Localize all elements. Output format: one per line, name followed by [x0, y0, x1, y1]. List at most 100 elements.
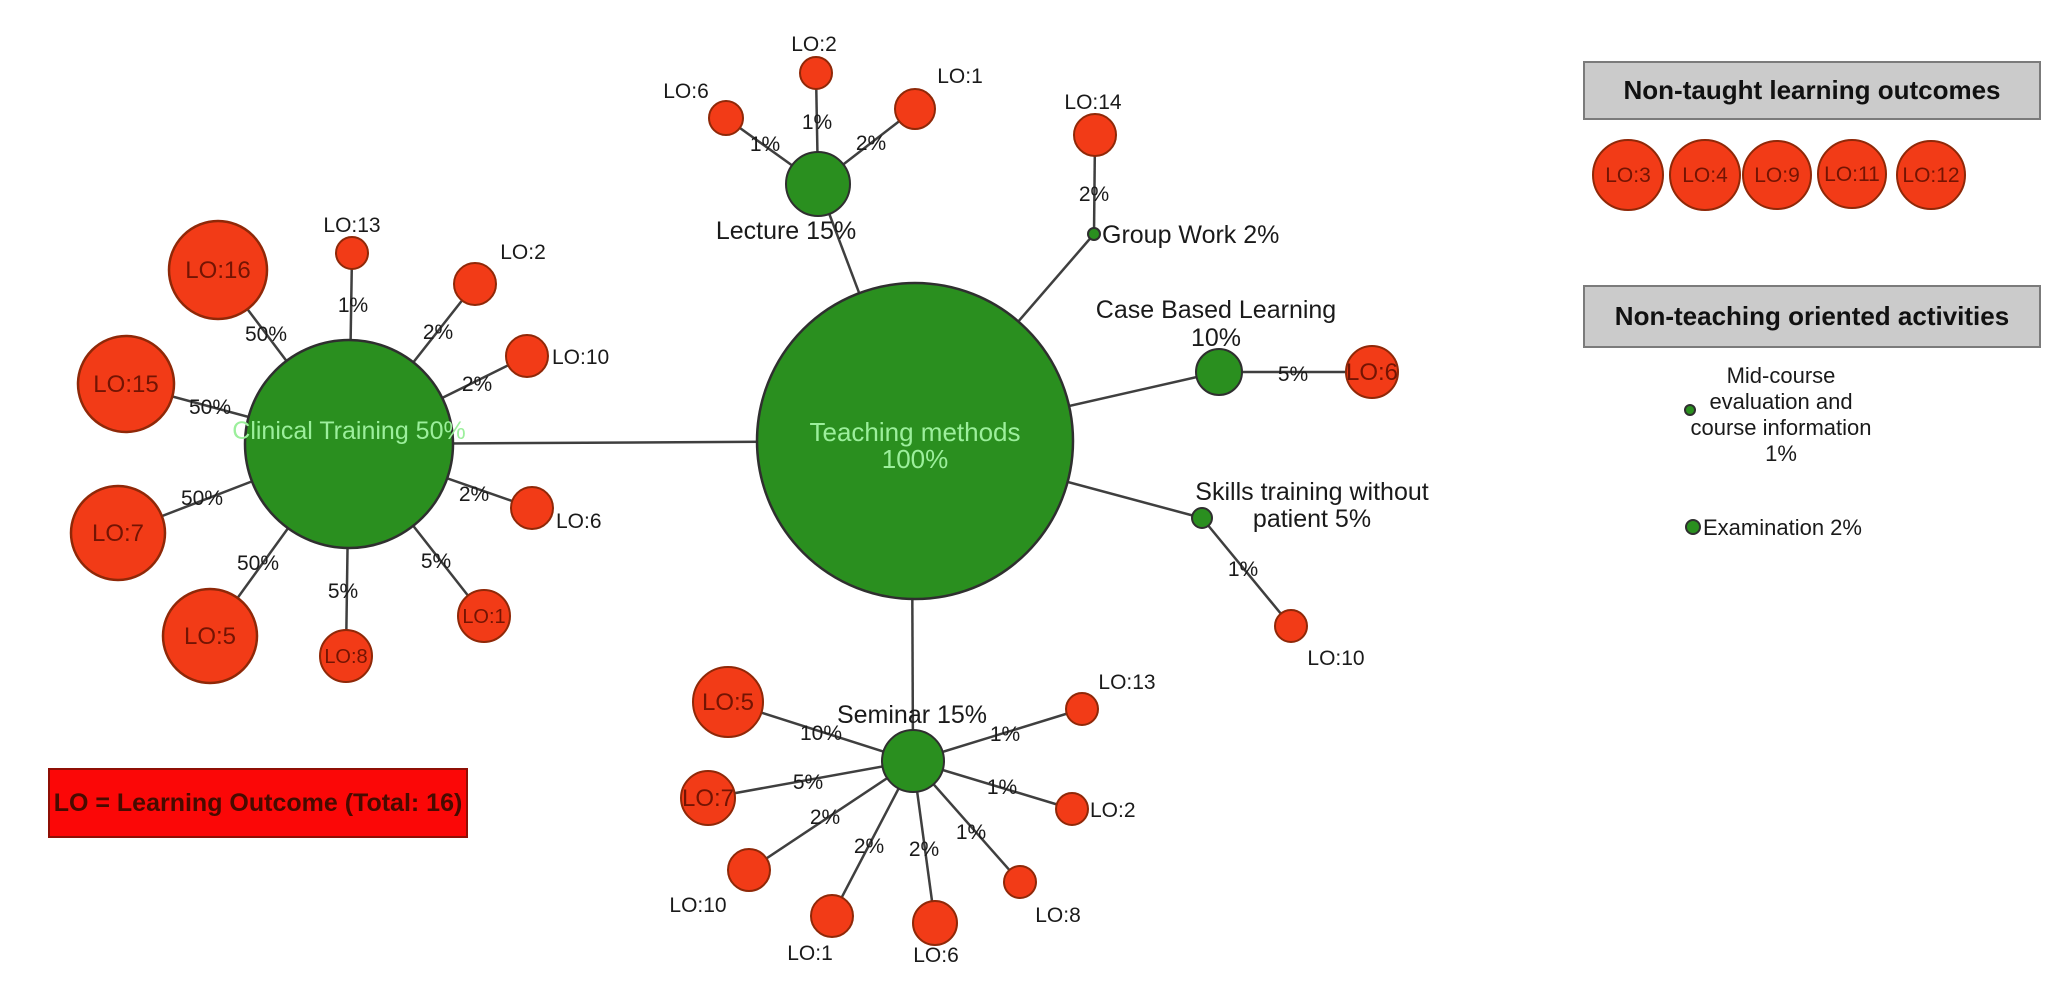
edge-weight-label: 5%: [328, 580, 358, 603]
node-label-lo8c: LO:8: [324, 646, 367, 668]
node-lo12n: [1896, 140, 1966, 210]
node-label-lo4n: LO:4: [1682, 164, 1728, 187]
node-label-lo2c: LO:2: [500, 241, 546, 264]
node-label-lo5s: LO:5: [702, 689, 754, 716]
node-label-lo14: LO:14: [1064, 91, 1122, 114]
node-label-lo13s: LO:13: [1098, 671, 1155, 694]
node-label-lo15: LO:15: [93, 371, 158, 398]
node-lo2s: [1055, 792, 1089, 826]
node-label-lo5c: LO:5: [184, 623, 236, 650]
edge-weight-label: 1%: [802, 111, 832, 134]
edge-weight-label: 2%: [810, 806, 840, 829]
edge-weight-label: 2%: [909, 838, 939, 861]
node-label-lo2a: LO:2: [791, 33, 837, 56]
examination-activity: Examination 2%: [1703, 515, 1862, 540]
node-lo7c: [69, 484, 167, 582]
node-lo10b: [1274, 609, 1308, 643]
node-lo8s: [1003, 865, 1037, 899]
non-teaching-activities-header: Non-teaching oriented activities: [1583, 285, 2041, 348]
node-label-lo6c: LO:6: [556, 510, 602, 533]
node-label-lo8s: LO:8: [1035, 904, 1081, 927]
node-label-groupwork: Group Work 2%: [1102, 221, 1279, 249]
node-label-lo7c: LO:7: [92, 520, 144, 547]
edge-seminar-lo7s: [707, 759, 914, 800]
node-label-seminar: Seminar 15%: [837, 701, 987, 729]
edge-weight-label: 2%: [854, 835, 884, 858]
node-label-lo2s: LO:2: [1090, 799, 1136, 822]
node-seminar: [881, 729, 945, 793]
node-midcourse_dot: [1684, 404, 1696, 416]
node-label-lecture: Lecture 15%: [716, 217, 856, 245]
node-lo5s: [692, 666, 764, 738]
edge-weight-label: 1%: [1228, 558, 1258, 581]
node-lo6b: [1345, 345, 1399, 399]
node-lo2c: [453, 262, 497, 306]
node-lo11n: [1817, 139, 1887, 209]
node-label-lo6b: LO:6: [1346, 359, 1398, 386]
edge-weight-label: 1%: [990, 723, 1020, 746]
edge-weight-label: 2%: [1079, 183, 1109, 206]
node-exam_dot: [1685, 519, 1701, 535]
node-lo8c: [319, 629, 373, 683]
edge-weight-label: 10%: [800, 722, 842, 745]
node-lo1s: [810, 894, 854, 938]
node-label-lo1c: LO:1: [462, 606, 505, 628]
node-label-cbl: Case Based Learning 10%: [1096, 296, 1336, 352]
node-lo2a: [799, 56, 833, 90]
node-lo16: [167, 219, 269, 321]
node-label-lo11n: LO:11: [1824, 163, 1880, 186]
edge-skills-lo10b: [1201, 517, 1292, 627]
node-lo1c: [457, 589, 511, 643]
edge-weight-label: 50%: [189, 396, 231, 419]
edge-weight-label: 1%: [987, 776, 1017, 799]
edge-weight-label: 5%: [421, 550, 451, 573]
node-lo14: [1073, 113, 1117, 157]
edge-weight-label: 5%: [1278, 363, 1308, 386]
node-label-lo6a: LO:6: [663, 80, 709, 103]
node-label-lo7s: LO:7: [682, 785, 734, 812]
non-taught-outcomes-header: Non-taught learning outcomes: [1583, 61, 2041, 120]
edge-weight-label: 2%: [462, 373, 492, 396]
edge-weight-label: 2%: [459, 483, 489, 506]
node-label-lo1a: LO:1: [937, 65, 983, 88]
edge-weight-label: 50%: [181, 487, 223, 510]
edge-weight-label: 1%: [956, 821, 986, 844]
node-label-lo12n: LO:12: [1902, 164, 1959, 187]
learning-outcome-legend: LO = Learning Outcome (Total: 16): [48, 768, 468, 838]
node-groupwork: [1087, 227, 1101, 241]
node-lo13s: [1065, 692, 1099, 726]
node-lo3n: [1592, 139, 1664, 211]
node-lo5c: [161, 587, 259, 685]
node-label-lo1s: LO:1: [787, 942, 833, 965]
edge-weight-label: 2%: [423, 321, 453, 344]
edge-weight-label: 5%: [793, 771, 823, 794]
node-lo10c: [505, 334, 549, 378]
node-label-lo10c: LO:10: [552, 346, 609, 369]
node-lo1a: [894, 88, 936, 130]
node-skills: [1191, 507, 1213, 529]
node-lo7s: [680, 770, 736, 826]
edge-weight-label: 1%: [338, 294, 368, 317]
node-label-lo16: LO:16: [185, 257, 250, 284]
node-clinical: [243, 338, 455, 550]
node-cbl: [1195, 348, 1243, 396]
node-lecture: [785, 151, 851, 217]
edge-weight-label: 50%: [237, 552, 279, 575]
node-label-lo10b: LO:10: [1307, 647, 1364, 670]
node-label-lo6s: LO:6: [913, 944, 959, 967]
node-lo6a: [708, 100, 744, 136]
node-lo15: [76, 334, 176, 434]
node-lo13c: [335, 236, 369, 270]
node-teaching: [755, 281, 1075, 601]
node-lo6c: [510, 486, 554, 530]
node-label-teaching: Teaching methods 100%: [809, 417, 1020, 474]
edge-seminar-lo10s: [748, 759, 914, 872]
edge-weight-label: 50%: [245, 323, 287, 346]
node-lo9n: [1742, 140, 1812, 210]
node-label-clinical: Clinical Training 50%: [232, 417, 465, 445]
node-lo6s: [912, 900, 958, 946]
node-lo4n: [1669, 139, 1741, 211]
edge-weight-label: 2%: [856, 132, 886, 155]
